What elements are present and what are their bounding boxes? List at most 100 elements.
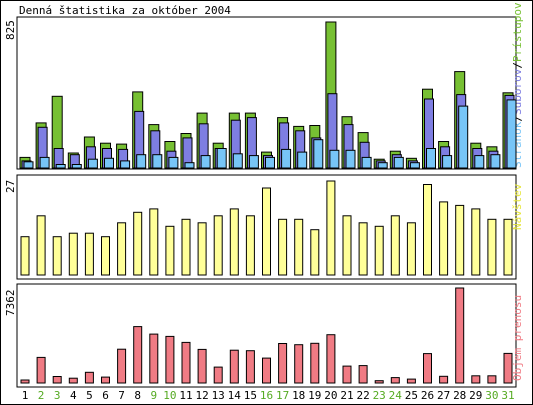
bar-navstev-day-1	[20, 236, 30, 276]
day-label-29: 29	[469, 389, 482, 402]
bar-objem-day-13	[213, 366, 223, 384]
day-label-19: 19	[308, 389, 321, 402]
bar-objem-day-12	[197, 348, 207, 384]
day-label-9: 9	[150, 389, 157, 402]
middle-panel-frame	[16, 174, 517, 280]
day-label-14: 14	[228, 389, 242, 402]
bar-navstev-day-23	[374, 225, 384, 276]
bar-objem-day-20	[326, 334, 336, 384]
day-label-30: 30	[485, 389, 498, 402]
bar-navstev-day-28	[455, 204, 465, 276]
day-labels: 1 2 3 4 5 6 7 8 9 10 11 12 13 14 15 16 17 18 19 20 21 22 23 24 2…	[22, 389, 515, 402]
bar-objem-day-9	[149, 333, 159, 384]
bar-navstev-day-24	[390, 215, 400, 276]
day-label-27: 27	[437, 389, 450, 402]
bar-top-series-2-day-25	[409, 162, 420, 169]
day-label-8: 8	[134, 389, 141, 402]
bar-top-series-2-day-21	[345, 149, 356, 169]
bar-objem-day-19	[310, 342, 320, 384]
bar-top-series-2-day-26	[426, 148, 436, 169]
bottom-panel-frame	[16, 283, 517, 388]
bar-top-series-2-day-22	[361, 156, 372, 169]
bar-top-series-2-day-19	[313, 139, 324, 169]
day-label-10: 10	[163, 389, 176, 402]
bar-objem-day-31	[503, 352, 513, 384]
day-label-7: 7	[118, 389, 125, 402]
bar-top-series-2-day-17	[281, 148, 292, 169]
bottom-axis-max-label: 7362	[4, 290, 17, 317]
bar-navstev-day-4	[68, 232, 78, 276]
day-label-15: 15	[244, 389, 257, 402]
bar-objem-day-1	[20, 379, 30, 384]
day-label-4: 4	[70, 389, 77, 402]
day-label-20: 20	[324, 389, 337, 402]
bar-objem-day-6	[101, 376, 110, 384]
day-label-2: 2	[38, 389, 45, 402]
top-panel-bars	[19, 21, 517, 169]
top-legend: Stránok/Súborov/Prístupov	[511, 2, 524, 168]
bar-navstev-day-29	[471, 208, 481, 276]
bar-top-series-2-day-18	[297, 151, 308, 169]
bar-objem-day-27	[439, 375, 449, 384]
bar-navstev-day-12	[197, 222, 207, 276]
day-label-12: 12	[195, 389, 208, 402]
bar-navstev-day-10	[165, 225, 175, 276]
bar-navstev-day-22	[358, 222, 368, 276]
bar-navstev-day-16	[262, 187, 271, 276]
bar-top-series-2-day-20	[329, 149, 340, 169]
top-axis-max-label: 825	[4, 20, 17, 40]
day-label-16: 16	[260, 389, 273, 402]
bar-navstev-day-11	[181, 218, 191, 276]
bar-navstev-day-17	[278, 218, 288, 276]
bar-top-series-2-day-1	[23, 161, 34, 169]
day-label-23: 23	[373, 389, 386, 402]
day-label-18: 18	[292, 389, 305, 402]
day-label-26: 26	[421, 389, 434, 402]
bar-top-series-2-day-11	[184, 162, 195, 169]
bar-top-series-2-day-9	[152, 154, 163, 169]
bar-navstev-day-2	[36, 215, 46, 276]
bar-top-series-2-day-2	[39, 156, 50, 169]
bar-navstev-day-20	[326, 180, 336, 276]
bar-objem-day-25	[406, 378, 416, 384]
day-label-31: 31	[501, 389, 514, 402]
legend-pristupov: Prístupov	[511, 2, 524, 62]
bar-top-series-2-day-13	[216, 148, 227, 169]
bar-objem-day-29	[471, 375, 481, 384]
bar-objem-day-5	[84, 371, 94, 384]
bar-top-series-2-day-15	[248, 155, 259, 169]
day-label-13: 13	[212, 389, 225, 402]
middle-axis-max-label: 27	[4, 180, 17, 193]
day-label-17: 17	[276, 389, 289, 402]
bar-navstev-day-3	[52, 236, 62, 276]
bar-top-series-2-day-24	[393, 156, 404, 169]
chart-title: Denná štatistika za október 2004	[19, 4, 231, 17]
bar-top-series-2-day-23	[377, 162, 388, 169]
bar-navstev-day-30	[487, 218, 497, 276]
bar-objem-day-22	[358, 365, 368, 384]
bar-navstev-day-26	[423, 184, 432, 276]
bar-objem-day-14	[229, 349, 239, 384]
bar-navstev-day-8	[133, 211, 143, 276]
top-panel-frame	[16, 16, 517, 170]
bar-objem-day-8	[133, 326, 143, 384]
bar-objem-day-10	[165, 335, 175, 384]
bar-objem-day-3	[52, 376, 62, 384]
bar-objem-day-4	[68, 377, 78, 384]
bar-top-series-2-day-10	[168, 156, 179, 169]
legend-objem-prenosu: Objem prenosu	[511, 295, 524, 381]
bar-navstev-day-21	[342, 215, 352, 276]
day-label-6: 6	[102, 389, 109, 402]
day-label-5: 5	[86, 389, 93, 402]
bar-objem-day-23	[374, 380, 384, 384]
bar-top-series-2-day-29	[474, 155, 485, 169]
day-label-11: 11	[179, 389, 192, 402]
bar-top-series-2-day-7	[120, 160, 131, 169]
day-label-1: 1	[22, 389, 29, 402]
bar-navstev-day-19	[310, 229, 320, 276]
bar-top-series-2-day-3	[55, 164, 66, 169]
bar-navstev-day-18	[294, 218, 304, 276]
bar-objem-day-30	[487, 375, 497, 384]
bar-top-series-2-day-31	[506, 99, 517, 169]
